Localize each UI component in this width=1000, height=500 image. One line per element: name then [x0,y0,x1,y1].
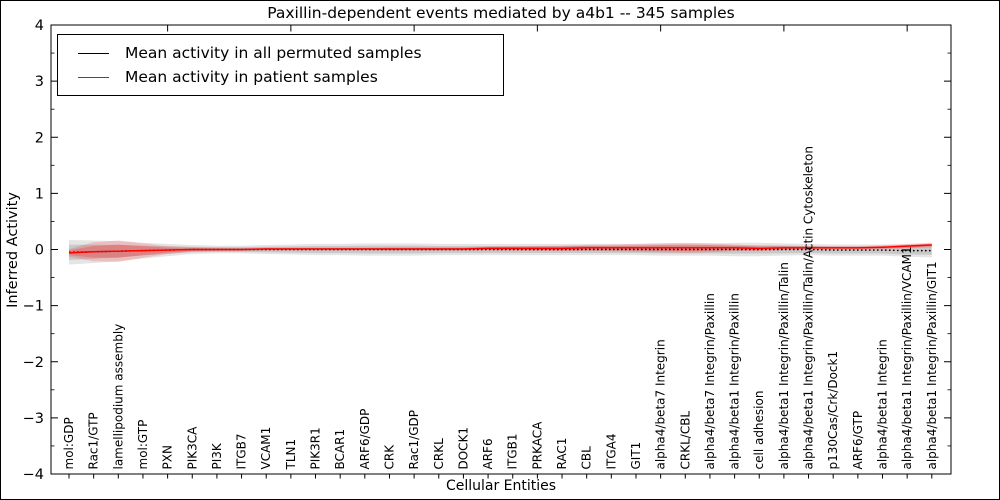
x-tick-label: PXN [161,445,175,469]
y-tick-label: 0 [35,243,44,259]
x-tick-label: ARF6/GDP [358,409,372,470]
y-tick-label: −1 [23,299,44,315]
x-tick-label: CRKL/CBL [678,411,692,470]
legend-line-permuted-swatch [78,52,109,54]
x-tick-label: PIK3R1 [309,427,323,469]
x-tick-label: alpha4/beta1 Integrin/Paxillin/Talin/Act… [802,146,816,469]
x-tick-label: RAC1 [555,438,569,470]
x-tick-label: alpha4/beta1 Integrin [876,339,890,469]
patient-band-layer-0 [69,240,932,262]
x-tick-label: Rac1/GTP [87,412,101,469]
y-tick-label: −4 [23,467,44,483]
x-tick-label: PIK3CA [185,426,199,470]
patient-band-layer-1 [69,243,932,258]
legend-entry-permuted: Mean activity in all permuted samples [78,44,503,62]
x-tick-label: mol:GDP [62,417,76,469]
patient-mean-line [68,244,932,254]
x-tick-label: ARF6 [481,438,495,469]
permuted-band-layer-0 [69,239,932,265]
x-tick-label: ITGB7 [235,433,249,469]
x-tick-label: alpha4/beta7 Integrin [654,339,668,469]
y-tick-label: 3 [35,74,44,90]
x-tick-label: VCAM1 [259,427,273,470]
x-tick-label: ITGB1 [506,433,520,469]
x-tick-label: Rac1/GDP [407,410,421,469]
x-tick-label: alpha4/beta1 Integrin/Paxillin/Talin [777,262,791,469]
x-tick-label: CRK [382,444,396,470]
y-tick-label: 2 [35,130,44,146]
x-tick-label: ARF6/GTP [851,411,865,470]
chart-title: Paxillin-dependent events mediated by a4… [267,4,735,22]
x-tick-label: alpha4/beta7 Integrin/Paxillin [703,293,717,469]
y-tick-label: −2 [23,355,44,371]
x-tick-label: lamellipodium assembly [111,324,125,470]
y-tick-label: 1 [35,186,44,202]
x-tick-label: BCAR1 [333,429,347,470]
y-tick-label: −3 [23,411,44,427]
y-tick-label: 4 [35,18,44,34]
x-tick-label: TLN1 [284,439,298,471]
x-tick-label: PI3K [210,442,224,469]
x-tick-label: PRKACA [530,421,544,470]
x-tick-label: CBL [580,446,594,470]
x-tick-label: CRKL [432,438,446,470]
x-tick-label: DOCK1 [456,427,470,470]
x-tick-label: p130Cas/Crk/Dock1 [826,351,840,470]
x-tick-label: mol:GTP [136,420,150,470]
x-tick-label: ITGA4 [604,433,618,469]
legend-line-patient-swatch [78,76,109,78]
legend: Mean activity in all permuted samples Me… [57,34,504,96]
x-tick-label: cell adhesion [752,391,766,470]
legend-label-permuted: Mean activity in all permuted samples [125,44,422,62]
x-tick-label: alpha4/beta1 Integrin/Paxillin/GIT1 [925,261,939,469]
legend-entry-patient: Mean activity in patient samples [78,68,503,86]
legend-label-patient: Mean activity in patient samples [125,68,378,86]
x-tick-label: alpha4/beta1 Integrin/Paxillin [728,293,742,469]
x-axis-label: Cellular Entities [445,478,557,494]
x-tick-label: GIT1 [629,442,643,470]
x-tick-label: alpha4/beta1 Integrin/Paxillin/VCAM1 [900,246,914,469]
